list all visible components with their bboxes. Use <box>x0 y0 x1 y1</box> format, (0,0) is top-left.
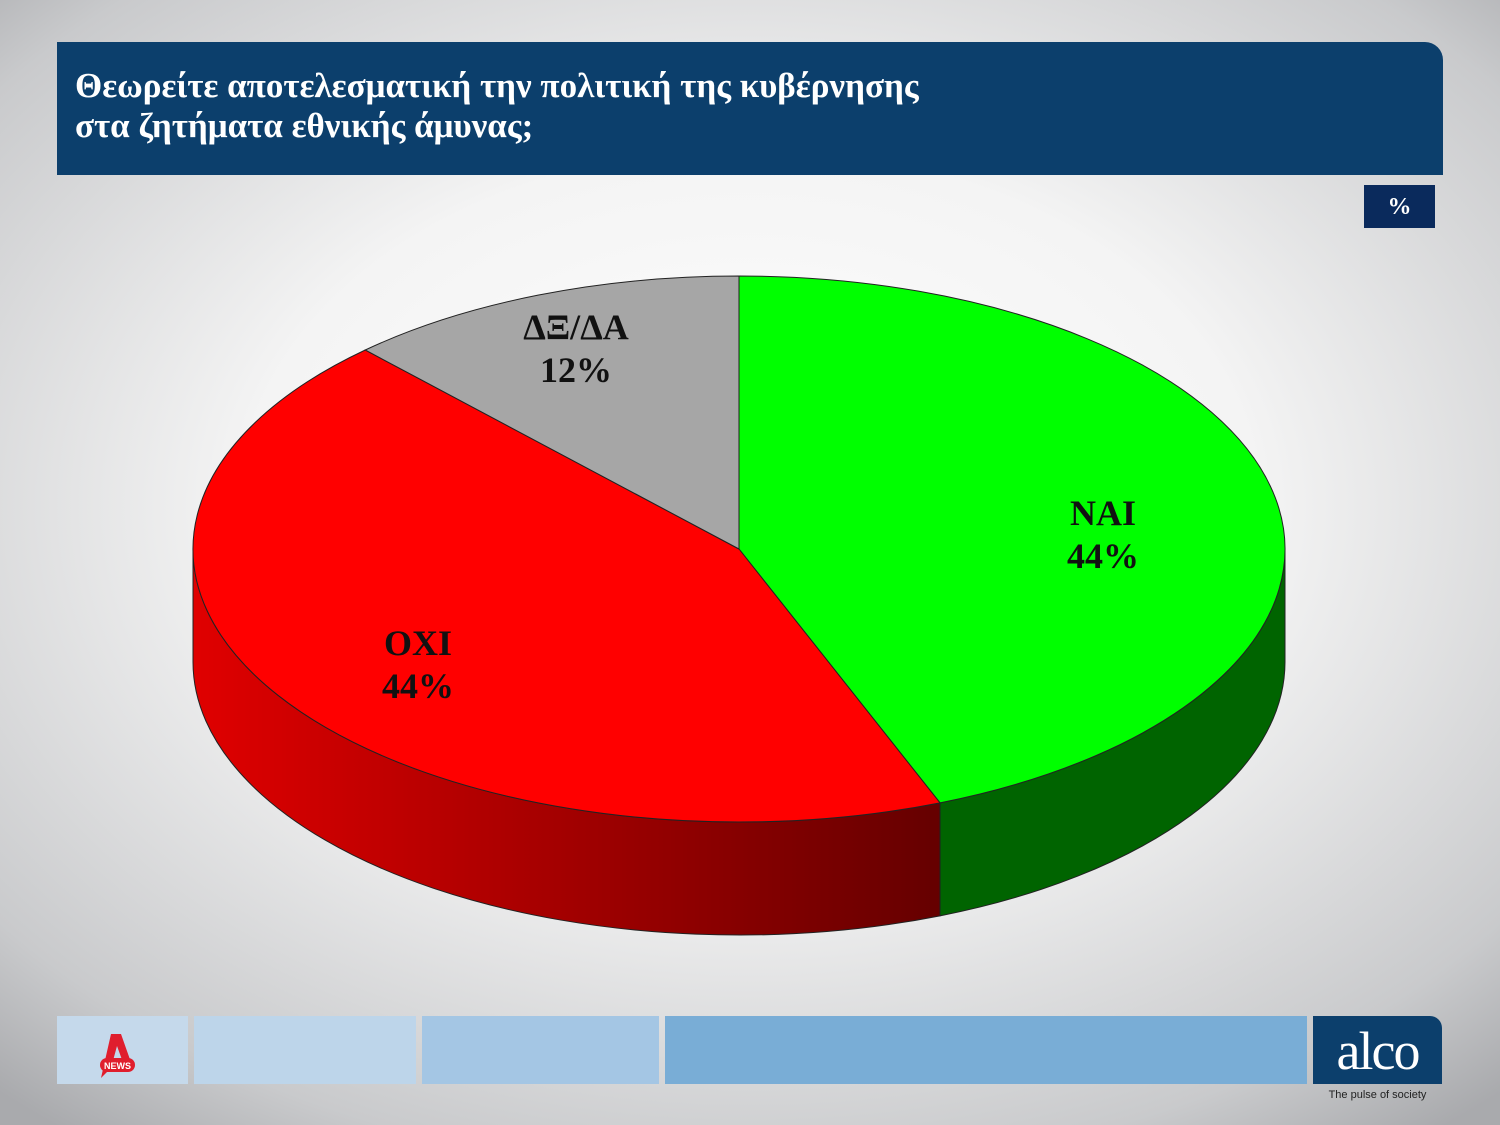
unit-badge: % <box>1364 185 1435 228</box>
slice-name: ΝΑΙ <box>1069 493 1136 533</box>
pie-slice-1 <box>192 349 941 823</box>
slice-value: 44% <box>382 666 454 706</box>
slice-value: 44% <box>1067 536 1139 576</box>
slice-name: ΔΞ/ΔΑ <box>523 307 629 347</box>
slice-name: ΟΧΙ <box>383 623 452 663</box>
slice-label-oxi: ΟΧΙ 44% <box>318 622 518 708</box>
footer-band-3 <box>665 1016 1307 1084</box>
alco-tagline: The pulse of society <box>1328 1089 1427 1101</box>
alco-logo: alco <box>1313 1016 1442 1084</box>
slice-value: 12% <box>540 350 612 390</box>
slice-label-nai: ΝΑΙ 44% <box>1003 492 1203 578</box>
slice-label-dk: ΔΞ/ΔΑ 12% <box>476 306 676 392</box>
alpha-news-logo: NEWS <box>57 1016 188 1084</box>
pie-slice-0 <box>738 275 1286 804</box>
title-line-1: Θεωρείτε αποτελεσματική την πολιτική της… <box>75 66 919 105</box>
footer-band-1 <box>194 1016 416 1084</box>
title-line-2: στα ζητήματα εθνικής άμυνας; <box>75 106 534 145</box>
news-logo-text: NEWS <box>104 1061 131 1071</box>
footer-band-2 <box>422 1016 659 1084</box>
pie-slice-2 <box>364 275 740 550</box>
title-bar: Θεωρείτε αποτελεσματική την πολιτική της… <box>57 42 1443 175</box>
